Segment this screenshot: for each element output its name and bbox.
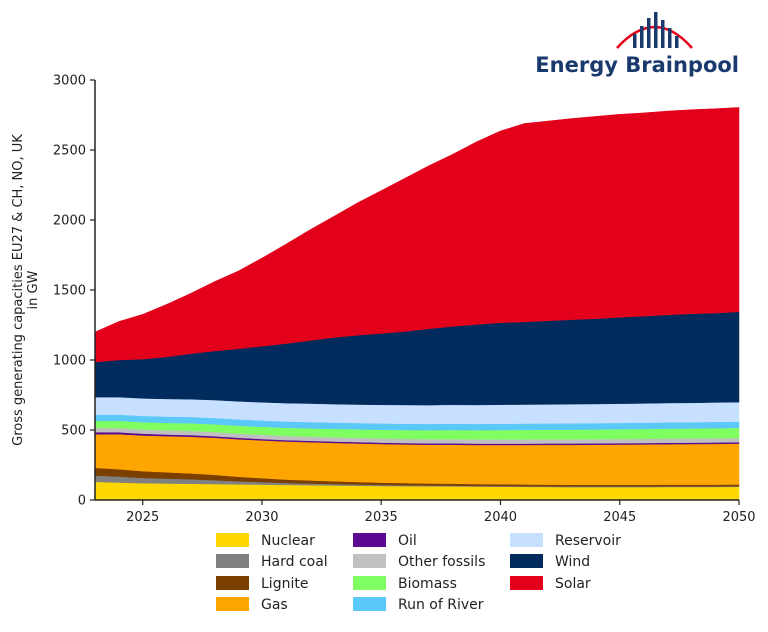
legend-label: Nuclear bbox=[261, 533, 315, 549]
y-axis-title-line-1: Gross generating capacities EU27 & CH, N… bbox=[11, 134, 26, 446]
legend-item-biomass: Biomass bbox=[353, 576, 457, 592]
legend-item-oil: Oil bbox=[353, 533, 417, 549]
pylon-icon bbox=[616, 12, 693, 49]
legend-label: Other fossils bbox=[398, 554, 485, 570]
legend-label: Solar bbox=[555, 576, 591, 592]
axes: 0 500 1000 1500 2000 2500 3000 2025 2030 2035 2040… bbox=[53, 74, 756, 526]
legend-label: Biomass bbox=[398, 576, 457, 592]
legend-swatch bbox=[216, 533, 249, 547]
legend: Nuclear Hard coal Lignite Gas Oil Other fossi… bbox=[216, 533, 621, 613]
legend-swatch bbox=[216, 576, 249, 590]
legend-label: Hard coal bbox=[261, 554, 328, 570]
x-tick-label: 2030 bbox=[245, 510, 278, 525]
x-tick-label: 2050 bbox=[722, 510, 755, 525]
legend-item-gas: Gas bbox=[216, 597, 288, 613]
legend-item-nuclear: Nuclear bbox=[216, 533, 315, 549]
legend-swatch bbox=[216, 554, 249, 568]
y-tick-label: 0 bbox=[78, 494, 86, 509]
legend-swatch bbox=[353, 533, 386, 547]
legend-swatch bbox=[510, 533, 543, 547]
legend-item-run-of-river: Run of River bbox=[353, 597, 484, 613]
legend-item-hard-coal: Hard coal bbox=[216, 554, 328, 570]
y-axis-title: Gross generating capacities EU27 & CH, N… bbox=[11, 134, 41, 446]
legend-label: Run of River bbox=[398, 597, 484, 613]
y-tick-label: 1000 bbox=[53, 354, 86, 369]
legend-item-other-fossils: Other fossils bbox=[353, 554, 485, 570]
y-tick-label: 2500 bbox=[53, 144, 86, 159]
x-tick-label: 2025 bbox=[126, 510, 159, 525]
legend-swatch bbox=[510, 576, 543, 590]
brand-logo: Energy Brainpool bbox=[535, 12, 739, 77]
legend-item-solar: Solar bbox=[510, 576, 591, 592]
area-solar bbox=[94, 107, 740, 363]
legend-swatch bbox=[353, 554, 386, 568]
x-tick-label: 2035 bbox=[365, 510, 398, 525]
legend-label: Reservoir bbox=[555, 533, 621, 549]
y-tick-label: 1500 bbox=[53, 284, 86, 299]
legend-item-wind: Wind bbox=[510, 554, 590, 570]
legend-swatch bbox=[353, 597, 386, 611]
legend-label: Gas bbox=[261, 597, 288, 613]
plot-areas bbox=[94, 107, 740, 501]
y-tick-label: 2000 bbox=[53, 214, 86, 229]
legend-item-reservoir: Reservoir bbox=[510, 533, 621, 549]
y-tick-label: 3000 bbox=[53, 74, 86, 89]
legend-swatch bbox=[353, 576, 386, 590]
x-tick-label: 2045 bbox=[603, 510, 636, 525]
legend-swatch bbox=[216, 597, 249, 611]
legend-label: Oil bbox=[398, 533, 417, 549]
brand-name: Energy Brainpool bbox=[535, 53, 739, 77]
y-axis-title-line-2: in GW bbox=[26, 270, 41, 309]
legend-item-lignite: Lignite bbox=[216, 576, 308, 592]
legend-swatch bbox=[510, 554, 543, 568]
legend-label: Wind bbox=[555, 554, 590, 570]
legend-label: Lignite bbox=[261, 576, 308, 592]
x-tick-label: 2040 bbox=[484, 510, 517, 525]
y-tick-label: 500 bbox=[61, 424, 86, 439]
